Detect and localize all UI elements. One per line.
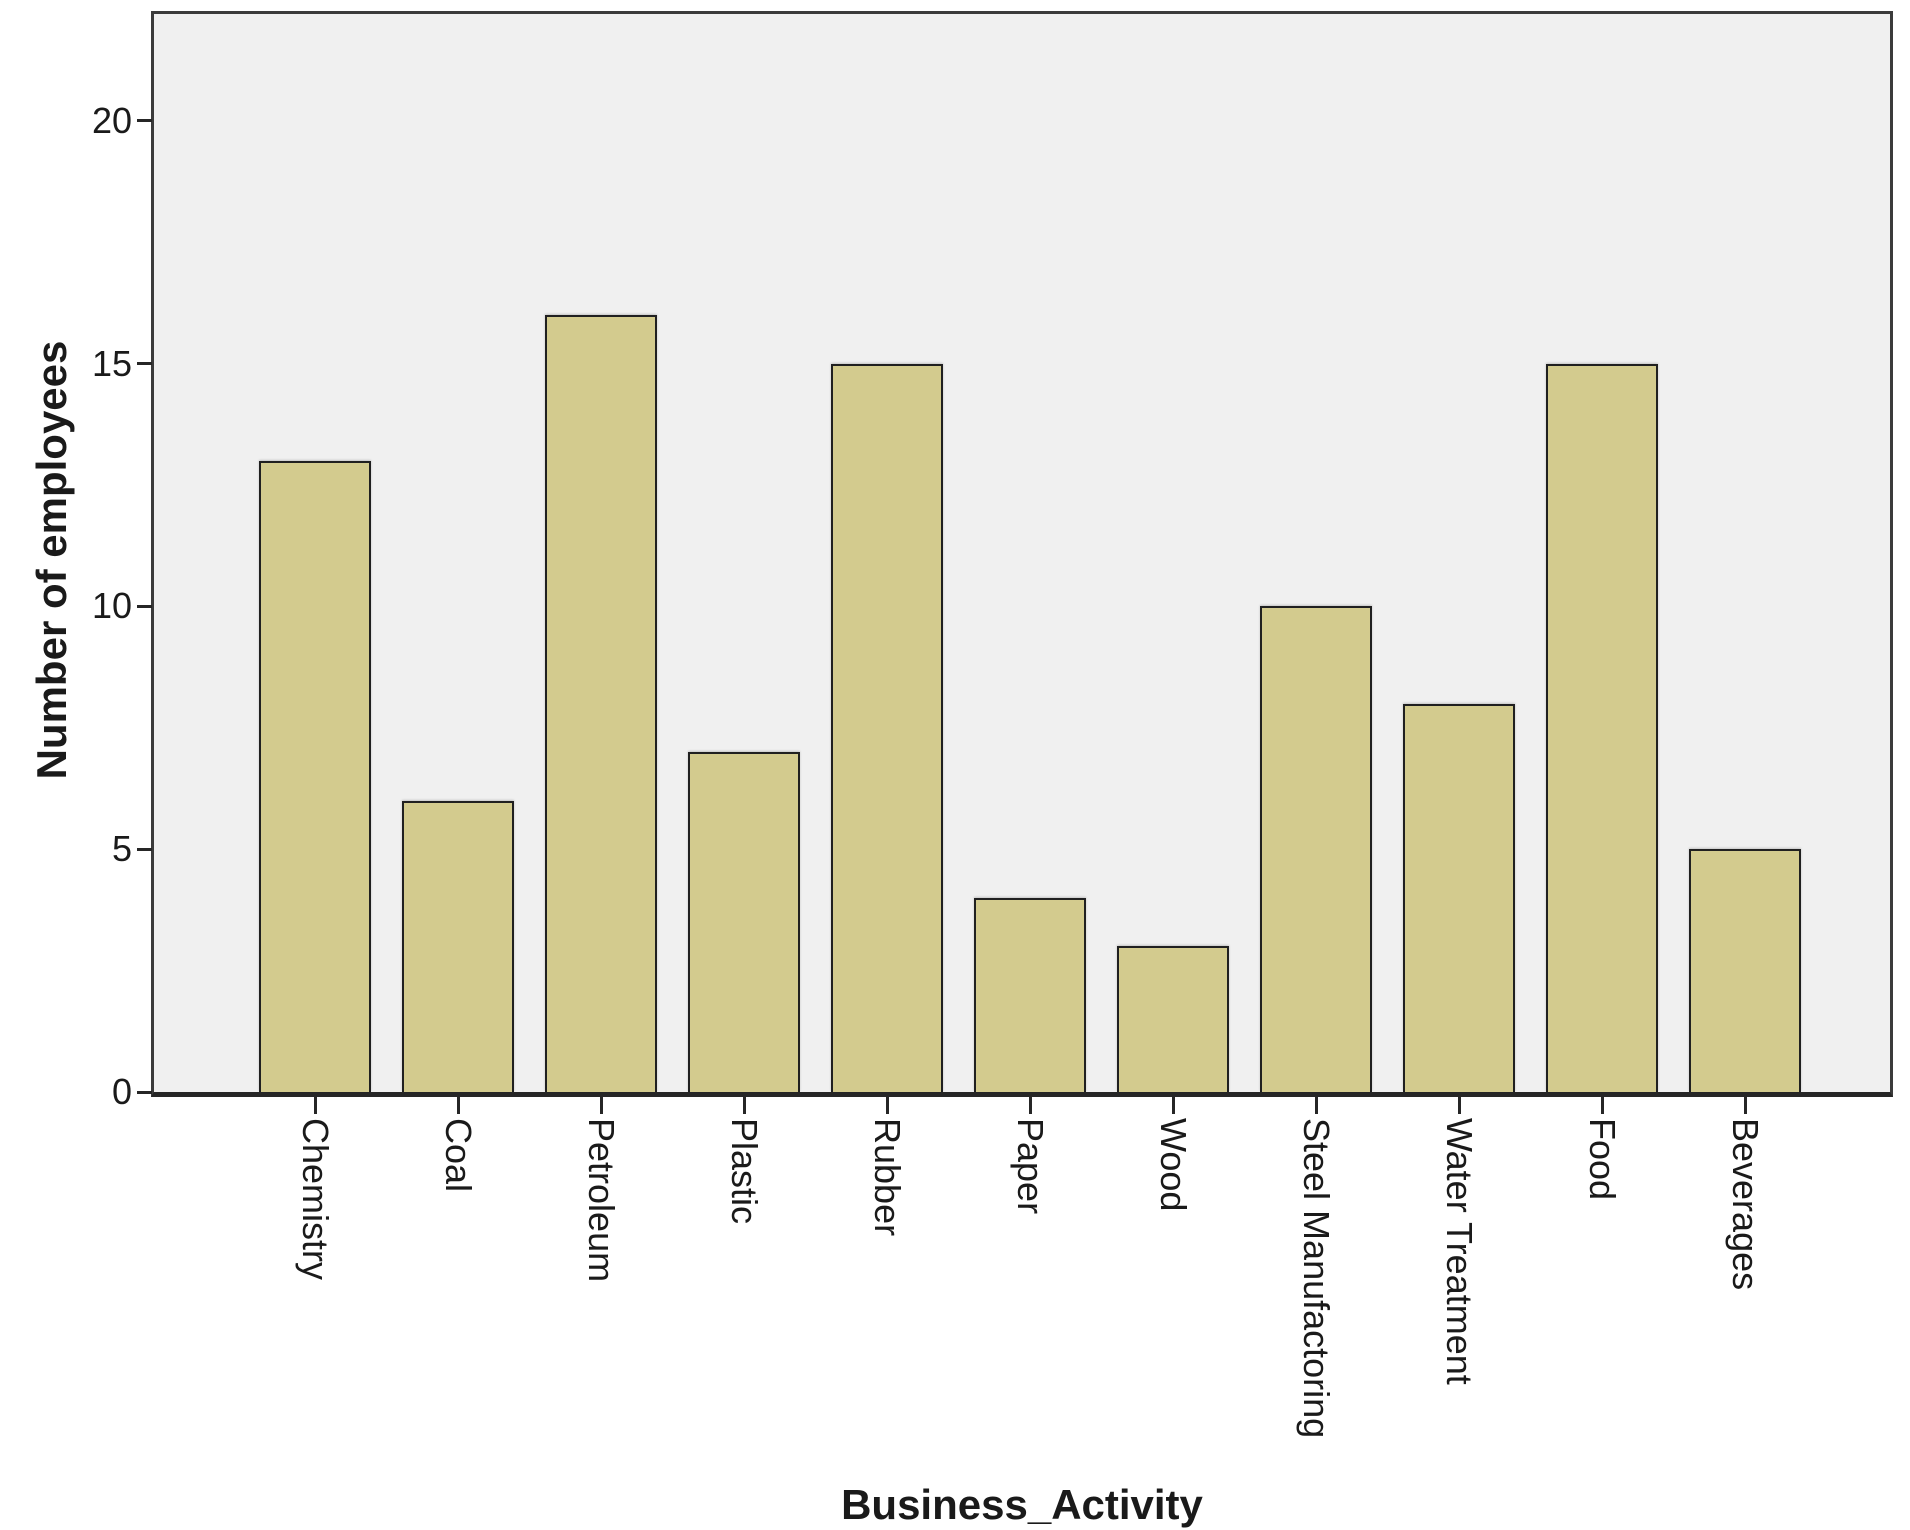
bar-coal — [402, 800, 514, 1092]
y-tick-mark — [137, 604, 152, 608]
y-tick-mark — [137, 847, 152, 851]
x-tick-mark — [1743, 1097, 1747, 1114]
x-tick-label: Paper — [1010, 1118, 1051, 1215]
x-tick-label: Steel Manufactoring — [1296, 1118, 1337, 1439]
x-tick-mark — [1171, 1097, 1175, 1114]
bar-steel-manufactoring — [1260, 606, 1372, 1092]
y-tick-label: 10 — [91, 585, 132, 627]
x-tick-mark — [456, 1097, 460, 1114]
bar-rubber — [831, 363, 943, 1092]
y-tick-label: 15 — [91, 342, 132, 384]
x-tick-label: Rubber — [867, 1118, 908, 1237]
y-tick-mark — [137, 362, 152, 366]
bar-petroleum — [545, 315, 657, 1092]
bar-plastic — [688, 752, 800, 1092]
x-tick-mark — [313, 1097, 317, 1114]
x-tick-label: Plastic — [724, 1118, 765, 1225]
bar-food — [1546, 363, 1658, 1092]
y-tick-label: 5 — [111, 828, 132, 870]
x-tick-label: Chemistry — [295, 1118, 336, 1281]
y-axis-title: Number of employees — [28, 340, 75, 780]
x-tick-mark — [885, 1097, 889, 1114]
bar-beverages — [1689, 849, 1801, 1092]
y-tick-mark — [137, 119, 152, 123]
x-tick-label: Wood — [1153, 1118, 1194, 1212]
x-tick-label: Coal — [438, 1118, 479, 1193]
y-tick-mark — [137, 1090, 152, 1094]
x-axis-title: Business_Activity — [841, 1481, 1203, 1528]
x-tick-mark — [1600, 1097, 1604, 1114]
x-tick-mark — [1314, 1097, 1318, 1114]
x-tick-mark — [1457, 1097, 1461, 1114]
plot-area — [151, 11, 1893, 1097]
x-tick-mark — [599, 1097, 603, 1114]
x-tick-label: Food — [1582, 1118, 1623, 1201]
x-tick-mark — [1028, 1097, 1032, 1114]
bar-chemistry — [259, 460, 371, 1092]
x-tick-label: Beverages — [1725, 1118, 1766, 1291]
x-tick-label: Petroleum — [581, 1118, 622, 1283]
bar-paper — [974, 897, 1086, 1092]
x-tick-mark — [742, 1097, 746, 1114]
y-tick-label: 0 — [111, 1071, 132, 1112]
y-tick-label: 20 — [91, 99, 132, 141]
x-tick-label: Water Treatment — [1439, 1118, 1480, 1385]
bar-wood — [1117, 946, 1229, 1092]
bar-water-treatment — [1403, 703, 1515, 1092]
